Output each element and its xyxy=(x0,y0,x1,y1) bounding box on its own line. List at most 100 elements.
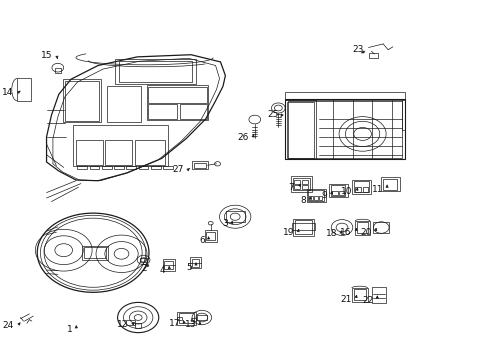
Bar xyxy=(294,180,300,184)
Bar xyxy=(357,222,368,233)
Bar xyxy=(291,176,312,192)
Text: 3: 3 xyxy=(222,219,228,228)
Text: 22: 22 xyxy=(362,296,373,305)
Bar xyxy=(302,180,308,184)
Bar xyxy=(76,140,103,165)
Bar xyxy=(287,102,314,158)
Bar xyxy=(329,184,348,197)
Bar xyxy=(90,166,99,169)
Bar xyxy=(319,196,322,200)
Text: 24: 24 xyxy=(2,321,14,330)
Bar xyxy=(363,187,368,192)
Bar xyxy=(206,232,215,240)
Bar xyxy=(309,196,313,200)
Bar xyxy=(197,315,207,320)
Bar xyxy=(102,166,112,169)
Text: 14: 14 xyxy=(2,88,14,97)
Text: 27: 27 xyxy=(172,165,184,174)
Bar xyxy=(105,140,132,165)
Bar xyxy=(332,191,338,195)
Bar xyxy=(148,104,177,119)
Bar xyxy=(226,211,245,222)
Bar xyxy=(339,191,344,195)
Text: 23: 23 xyxy=(352,45,364,54)
Bar xyxy=(17,78,31,101)
Bar xyxy=(314,196,318,200)
Bar xyxy=(139,166,148,169)
Bar xyxy=(302,185,308,189)
Bar xyxy=(369,53,378,58)
Bar xyxy=(308,190,324,201)
Text: 1: 1 xyxy=(67,325,73,334)
Bar xyxy=(107,86,141,122)
Text: 8: 8 xyxy=(300,197,306,205)
Text: 18: 18 xyxy=(326,229,337,238)
Bar xyxy=(331,185,345,196)
Bar xyxy=(192,259,199,267)
Text: 2: 2 xyxy=(142,264,147,273)
Bar xyxy=(288,101,402,158)
Bar xyxy=(373,222,389,233)
Bar xyxy=(383,179,397,190)
Bar xyxy=(381,177,400,191)
Bar xyxy=(63,79,101,122)
Bar xyxy=(354,289,366,300)
Text: 21: 21 xyxy=(341,295,352,304)
Bar xyxy=(354,181,369,192)
Bar xyxy=(65,81,99,121)
Text: 15: 15 xyxy=(42,51,53,60)
Bar xyxy=(77,166,87,169)
Bar xyxy=(179,313,194,323)
Text: 20: 20 xyxy=(360,228,371,237)
Bar xyxy=(180,104,207,119)
Bar xyxy=(352,180,371,194)
Text: 12: 12 xyxy=(117,320,128,329)
Bar xyxy=(114,166,124,169)
Bar xyxy=(293,219,314,236)
Text: 13: 13 xyxy=(185,320,196,329)
Text: 16: 16 xyxy=(341,228,352,237)
Text: 9: 9 xyxy=(321,191,327,199)
Bar xyxy=(73,125,168,166)
Bar xyxy=(135,323,141,328)
Bar xyxy=(292,223,315,230)
Bar xyxy=(285,92,405,100)
Bar xyxy=(294,185,300,189)
Bar xyxy=(191,318,196,321)
Bar xyxy=(285,99,405,159)
Bar xyxy=(355,187,361,192)
Bar xyxy=(194,163,206,168)
Text: 5: 5 xyxy=(186,263,192,271)
Bar xyxy=(352,288,368,302)
Text: 6: 6 xyxy=(199,236,205,245)
Bar xyxy=(190,257,201,268)
Bar xyxy=(164,261,173,269)
Bar xyxy=(307,189,326,202)
Bar xyxy=(163,259,175,271)
Bar xyxy=(126,166,136,169)
Bar xyxy=(163,166,173,169)
Bar xyxy=(115,59,196,84)
Bar xyxy=(84,247,106,258)
Bar xyxy=(205,230,217,242)
Bar xyxy=(295,220,312,234)
Text: 19: 19 xyxy=(283,228,294,237)
Bar xyxy=(372,287,386,303)
Text: 17: 17 xyxy=(169,319,180,328)
Bar xyxy=(55,68,61,73)
Text: 26: 26 xyxy=(238,133,249,142)
Bar xyxy=(151,166,161,169)
Bar xyxy=(355,221,370,235)
Bar xyxy=(140,258,147,262)
Bar xyxy=(148,87,207,103)
Bar xyxy=(293,178,310,190)
Bar xyxy=(177,317,182,320)
Bar xyxy=(192,161,208,169)
Text: 4: 4 xyxy=(160,266,166,275)
Text: 10: 10 xyxy=(342,187,353,196)
Text: 25: 25 xyxy=(267,110,278,119)
Bar xyxy=(126,320,135,325)
Text: 7: 7 xyxy=(288,184,294,192)
Bar xyxy=(285,100,316,159)
Bar xyxy=(177,312,196,325)
